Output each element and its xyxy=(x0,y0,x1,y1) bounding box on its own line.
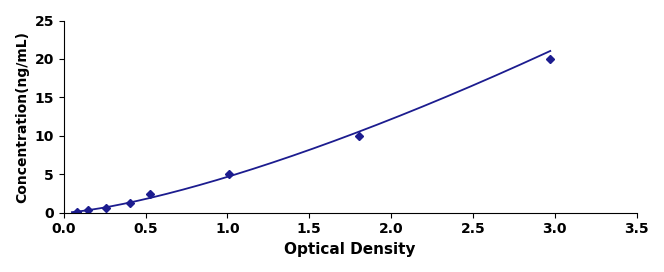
Y-axis label: Concentration(ng/mL): Concentration(ng/mL) xyxy=(15,31,29,203)
X-axis label: Optical Density: Optical Density xyxy=(284,242,416,257)
